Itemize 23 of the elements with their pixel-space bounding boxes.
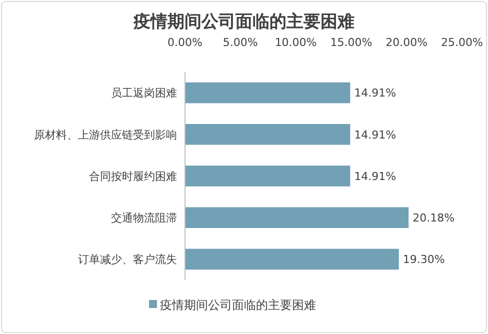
y-tick-label: 原材料、上游供应链受到影响	[34, 128, 177, 142]
y-tick-label: 订单减少、客户流失	[78, 253, 177, 266]
bar	[185, 82, 350, 104]
y-tick-label: 交通物流阻滞	[111, 211, 177, 224]
bar	[185, 124, 350, 145]
data-label: 14.91%	[354, 170, 396, 183]
x-tick-label: 20.00%	[386, 36, 428, 49]
x-tick-label: 25.00%	[441, 36, 483, 49]
x-tick-label: 15.00%	[330, 36, 372, 49]
data-label: 14.91%	[354, 86, 396, 100]
chart-title: 疫情期间公司面临的主要困难	[132, 12, 354, 32]
x-tick-label: 10.00%	[274, 36, 317, 49]
y-tick-label: 合同按时履约困难	[89, 170, 177, 183]
legend-label: 疫情期间公司面临的主要困难	[160, 298, 316, 312]
x-tick-label: 0.00%	[168, 36, 202, 49]
data-label: 14.91%	[354, 128, 396, 142]
y-tick-label: 员工返岗困难	[111, 86, 177, 100]
bar	[185, 166, 350, 186]
data-label: 19.30%	[402, 253, 445, 266]
bar	[185, 248, 399, 270]
data-label: 20.18%	[412, 211, 455, 224]
x-tick-label: 5.00%	[222, 36, 258, 49]
bar	[185, 207, 409, 228]
